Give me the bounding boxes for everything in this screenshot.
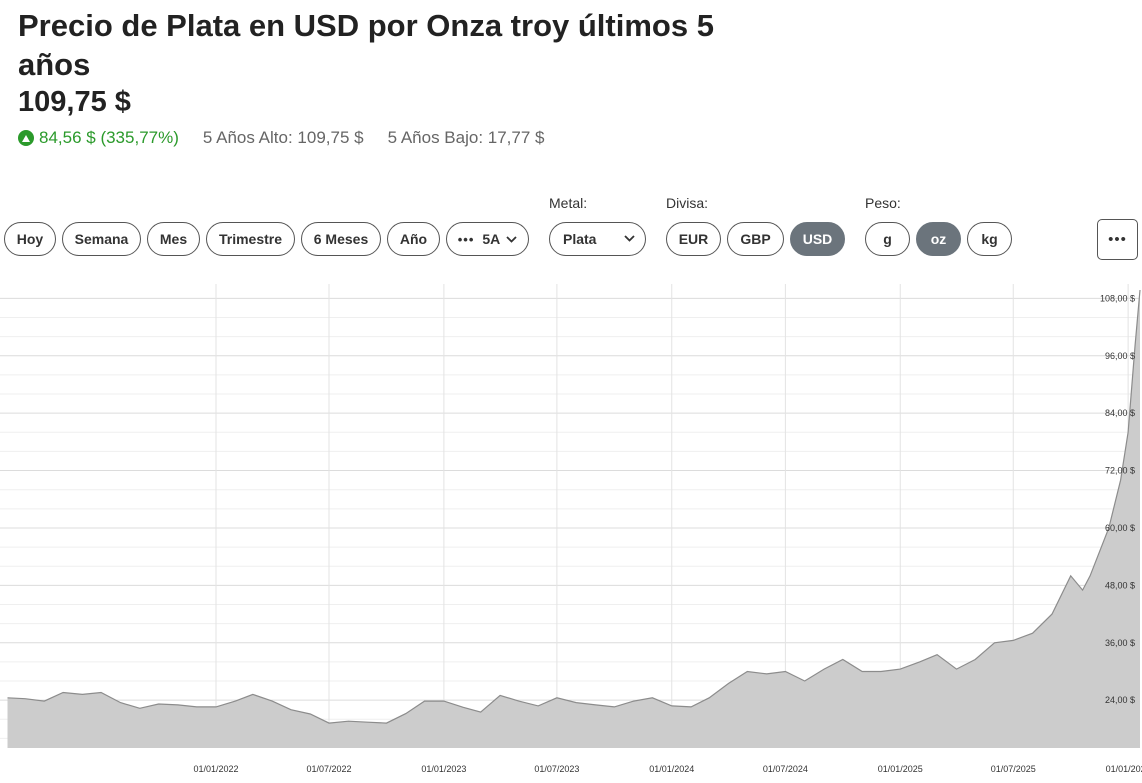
x-tick-label: 01/07/2023 — [534, 764, 579, 774]
five-year-high: 5 Años Alto: 109,75 $ — [202, 128, 364, 147]
triangle-up-icon — [18, 130, 34, 146]
period-more-dropdown[interactable]: ••• 5A — [446, 222, 529, 256]
page-title: Precio de Plata en USD por Onza troy últ… — [18, 8, 714, 82]
x-tick-label: 01/01/2023 — [421, 764, 466, 774]
weight-button-g[interactable]: g — [865, 222, 910, 256]
chevron-down-icon — [624, 235, 635, 242]
y-tick-label: 24,00 $ — [1105, 695, 1135, 705]
weight-label: Peso: — [865, 195, 901, 211]
x-tick-label: 01/07/2024 — [763, 764, 808, 774]
period-button-6-meses[interactable]: 6 Meses — [301, 222, 381, 256]
metal-select[interactable]: Plata — [549, 222, 646, 256]
period-button-trimestre[interactable]: Trimestre — [206, 222, 295, 256]
y-tick-label: 96,00 $ — [1105, 351, 1135, 361]
series-area — [7, 290, 1140, 748]
price-change-value: 84,56 $ (335,77%) — [39, 128, 179, 147]
weight-button-kg[interactable]: kg — [967, 222, 1012, 256]
metal-select-value: Plata — [563, 231, 597, 247]
metal-label: Metal: — [549, 195, 588, 211]
y-tick-label: 72,00 $ — [1105, 466, 1135, 476]
price-stats: 84,56 $ (335,77%) 5 Años Alto: 109,75 $ … — [18, 128, 544, 148]
period-button-hoy[interactable]: Hoy — [4, 222, 56, 256]
y-tick-label: 36,00 $ — [1105, 638, 1135, 648]
currency-button-eur[interactable]: EUR — [666, 222, 721, 256]
price-change: 84,56 $ (335,77%) — [18, 128, 179, 148]
five-year-low: 5 Años Bajo: 17,77 $ — [387, 128, 545, 147]
period-button-mes[interactable]: Mes — [147, 222, 200, 256]
x-tick-label: 01/01/2026 — [1106, 764, 1142, 774]
x-tick-label: 01/07/2025 — [991, 764, 1036, 774]
currency-button-usd[interactable]: USD — [790, 222, 845, 256]
price-chart-svg: 24,00 $ 36,00 $ 48,00 $ 60,00 $ 72,00 $ 84,00… — [0, 284, 1142, 774]
ellipsis-icon: ••• — [457, 231, 475, 247]
chevron-down-icon — [506, 235, 517, 243]
x-tick-label: 01/01/2025 — [878, 764, 923, 774]
currency-label: Divisa: — [666, 195, 709, 211]
currency-button-gbp[interactable]: GBP — [727, 222, 784, 256]
period-more-label: 5A — [482, 231, 501, 247]
price-chart: 24,00 $ 36,00 $ 48,00 $ 60,00 $ 72,00 $ 84,00… — [0, 284, 1142, 783]
x-tick-label: 01/07/2022 — [306, 764, 351, 774]
x-tick-label: 01/01/2024 — [649, 764, 694, 774]
x-tick-label: 01/01/2022 — [193, 764, 238, 774]
y-tick-label: 60,00 $ — [1105, 523, 1135, 533]
more-options-button[interactable]: ••• — [1097, 219, 1138, 260]
y-tick-label: 48,00 $ — [1105, 580, 1135, 590]
series-line — [7, 289, 1141, 724]
more-dots-icon: ••• — [1108, 231, 1127, 248]
period-button-semana[interactable]: Semana — [62, 222, 141, 256]
period-button-ano[interactable]: Año — [387, 222, 440, 256]
y-tick-label: 84,00 $ — [1105, 408, 1135, 418]
current-price: 109,75 $ — [18, 86, 131, 118]
y-tick-label: 108,00 $ — [1100, 293, 1135, 303]
weight-button-oz[interactable]: oz — [916, 222, 961, 256]
